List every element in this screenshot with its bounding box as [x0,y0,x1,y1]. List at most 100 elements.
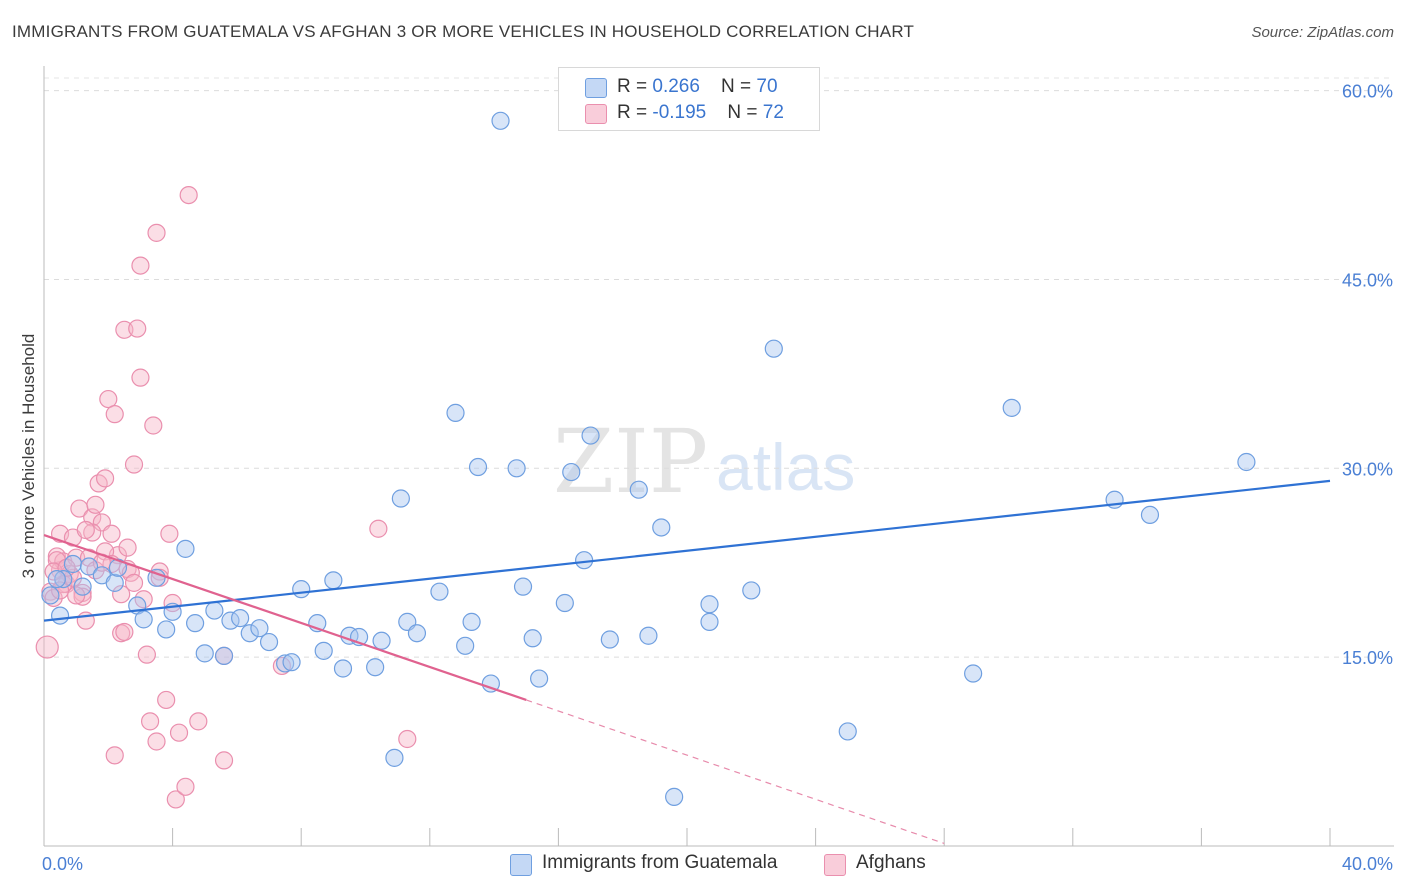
data-point [250,619,269,638]
data-point [581,426,600,445]
data-point [369,519,388,538]
data-point [700,595,719,614]
data-point [1237,452,1256,472]
y-tick-label: 15.0% [1342,648,1393,668]
data-point [79,557,99,576]
bottom-legend-swatch-afghans [824,854,846,876]
data-point [562,462,581,482]
data-point [112,585,131,604]
data-point [35,635,59,659]
data-point [555,593,574,613]
data-point [44,588,63,608]
y-tick-label: 45.0% [1342,270,1393,290]
data-point [186,614,205,633]
data-point [115,320,134,339]
data-point [282,653,301,672]
data-point [147,223,166,242]
gridlines [44,77,1394,658]
data-point [102,524,121,543]
data-point [157,620,176,639]
data-point [372,631,391,650]
data-point [259,632,279,652]
data-point [513,577,533,596]
data-point [189,712,208,731]
legend-n-value: 70 [756,76,778,97]
data-point [231,609,250,628]
data-point [179,185,198,205]
legend-n-value: 72 [762,102,784,123]
trend-line-guatemala [43,479,1331,622]
data-point [157,690,176,710]
chart-title: IMMIGRANTS FROM GUATEMALA VS AFGHAN 3 OR… [12,22,915,41]
data-point [176,539,195,558]
data-point [214,751,234,770]
data-point [73,587,92,606]
data-point [629,480,648,499]
axes [43,66,1394,847]
data-point [324,571,343,590]
data-point [272,656,292,676]
data-point [128,319,147,338]
y-tick-label: 30.0% [1342,459,1393,479]
data-point [76,520,95,540]
data-point [639,626,658,645]
data-point [160,524,179,543]
data-point [144,416,163,435]
data-point [176,777,195,796]
data-point [169,723,189,742]
y-tick-label: 60.0% [1342,82,1393,102]
data-point [124,573,144,592]
data-point [41,586,60,605]
data-point [73,577,92,596]
legend-swatch-afghans [585,104,607,124]
data-point [131,256,150,275]
data-point [333,659,353,678]
data-point [764,339,783,358]
data-point [276,654,295,673]
data-point [1140,505,1160,524]
data-point [140,712,160,731]
legend-n-label: N = [727,102,763,123]
data-point [54,569,73,589]
data-point [600,630,619,649]
data-point [391,489,410,508]
source-label: Source: ZipAtlas.com [1251,24,1394,41]
data-point [456,636,475,655]
data-point [124,455,144,474]
data-point [105,405,124,424]
data-point [50,581,70,600]
data-point [115,622,134,642]
watermark-zip: ZIP [553,410,708,513]
data-point [507,459,526,478]
data-point [195,644,214,663]
data-point [964,664,983,683]
data-point [530,669,549,688]
data-point [292,580,311,599]
watermark-atlas: atlas [716,430,855,504]
legend-r-value: 0.266 [652,76,700,97]
data-point [240,624,259,643]
data-point [314,641,333,660]
x-tick-label: 0.0% [42,854,83,874]
data-point [462,612,481,631]
data-point [86,495,105,514]
legend-n-label: N = [721,76,757,97]
data-point [652,518,671,537]
data-point [118,538,137,557]
watermark: ZIP atlas [553,410,855,513]
data-point [446,403,465,422]
data-point [366,658,385,677]
x-tick-label: 40.0% [1342,854,1393,874]
data-point [50,606,70,625]
data-point [147,568,166,587]
correlation-legend: R = 0.266 N = 70 R = -0.195 N = 72 [558,67,820,131]
data-point [205,601,224,620]
y-axis-label: 3 or more Vehicles in Household [19,334,38,579]
data-point [214,646,234,665]
data-point [523,629,542,648]
data-point [95,469,115,488]
data-point [385,748,404,767]
data-point [105,573,124,592]
bottom-legend-swatch-guatemala [510,854,532,876]
trend-line-afghans [43,533,527,701]
